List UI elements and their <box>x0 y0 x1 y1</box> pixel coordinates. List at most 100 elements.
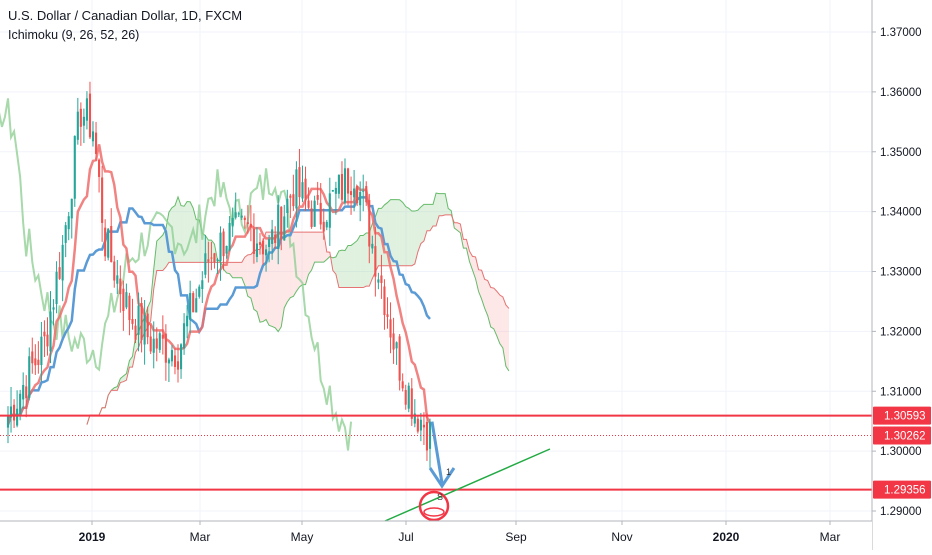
candle[interactable] <box>286 189 289 228</box>
candle-body[interactable] <box>289 195 292 198</box>
candle-body[interactable] <box>374 246 377 277</box>
candle-body[interactable] <box>316 194 319 200</box>
candle[interactable] <box>416 415 419 434</box>
candle[interactable] <box>246 205 249 234</box>
candle-body[interactable] <box>225 245 228 254</box>
candle-body[interactable] <box>231 217 234 226</box>
candle[interactable] <box>319 183 322 230</box>
candle[interactable] <box>91 121 95 147</box>
candle-body[interactable] <box>331 190 334 192</box>
forecast-arrow-head[interactable] <box>428 467 456 489</box>
candle-body[interactable] <box>170 350 174 362</box>
candle[interactable] <box>22 372 25 409</box>
candle-body[interactable] <box>82 116 85 126</box>
candle[interactable] <box>365 181 368 206</box>
candle[interactable] <box>261 238 265 265</box>
candle[interactable] <box>131 298 134 330</box>
candle-body[interactable] <box>52 307 55 310</box>
candle-body[interactable] <box>101 177 104 223</box>
candle-body[interactable] <box>198 286 201 297</box>
candle-body[interactable] <box>149 336 152 352</box>
candle-body[interactable] <box>410 388 413 419</box>
candle-body[interactable] <box>213 253 216 263</box>
candle-body[interactable] <box>368 200 371 247</box>
candle-body[interactable] <box>280 206 283 240</box>
candle[interactable] <box>140 297 143 353</box>
candle-body[interactable] <box>55 271 58 304</box>
candle-body[interactable] <box>210 257 213 259</box>
candle-body[interactable] <box>189 292 192 320</box>
candle-body[interactable] <box>219 232 222 261</box>
candle[interactable] <box>337 174 340 199</box>
candle[interactable] <box>67 211 70 241</box>
candle-body[interactable] <box>122 288 125 312</box>
candle[interactable] <box>258 233 262 255</box>
candle[interactable] <box>176 344 180 383</box>
candle-body[interactable] <box>419 419 422 431</box>
candle[interactable] <box>313 195 316 227</box>
candle-body[interactable] <box>334 187 337 194</box>
candle-body[interactable] <box>152 338 155 353</box>
candle[interactable] <box>137 292 140 352</box>
candle-body[interactable] <box>401 381 404 389</box>
candle[interactable] <box>61 235 64 302</box>
candle[interactable] <box>359 181 362 222</box>
candle[interactable] <box>304 166 307 212</box>
candle[interactable] <box>79 102 82 146</box>
candle[interactable] <box>428 418 432 468</box>
candle-body[interactable] <box>137 305 140 335</box>
candle[interactable] <box>325 219 328 231</box>
candle[interactable] <box>34 344 37 375</box>
candle-body[interactable] <box>271 229 274 244</box>
candle[interactable] <box>201 271 204 304</box>
candle-body[interactable] <box>46 334 49 347</box>
candle[interactable] <box>264 244 268 272</box>
candle[interactable] <box>222 228 225 271</box>
candle[interactable] <box>113 255 116 288</box>
candle[interactable] <box>377 272 380 290</box>
candle[interactable] <box>119 265 122 313</box>
candle-body[interactable] <box>116 275 119 284</box>
candle-body[interactable] <box>70 198 73 219</box>
candle-body[interactable] <box>283 216 286 241</box>
candle[interactable] <box>104 219 107 262</box>
candle-body[interactable] <box>28 356 31 398</box>
candle-body[interactable] <box>246 222 249 225</box>
candle[interactable] <box>128 292 131 336</box>
candle[interactable] <box>240 208 243 221</box>
candle-body[interactable] <box>377 279 380 283</box>
candle-body[interactable] <box>79 108 82 127</box>
candle-body[interactable] <box>386 314 389 317</box>
candle[interactable] <box>37 341 40 374</box>
candle-body[interactable] <box>128 295 131 321</box>
candle[interactable] <box>252 213 255 264</box>
candle-body[interactable] <box>286 198 289 213</box>
candle[interactable] <box>55 261 58 314</box>
candle-body[interactable] <box>252 228 255 254</box>
candle-body[interactable] <box>195 298 198 313</box>
candle[interactable] <box>316 181 319 206</box>
candle[interactable] <box>228 216 231 252</box>
candle-body[interactable] <box>310 208 313 227</box>
candle-body[interactable] <box>389 319 392 338</box>
candle[interactable] <box>192 291 195 313</box>
candle[interactable] <box>149 324 152 355</box>
candle[interactable] <box>94 121 98 161</box>
candle[interactable] <box>195 288 198 313</box>
candle-body[interactable] <box>58 267 61 279</box>
candle-body[interactable] <box>392 333 395 350</box>
candle[interactable] <box>116 260 119 295</box>
candle[interactable] <box>331 189 334 192</box>
candle-body[interactable] <box>85 98 88 121</box>
candle[interactable] <box>143 300 146 365</box>
candle-body[interactable] <box>322 221 325 232</box>
candle[interactable] <box>101 165 104 242</box>
candle-body[interactable] <box>328 193 331 228</box>
candle-body[interactable] <box>167 359 170 364</box>
candle-body[interactable] <box>192 293 195 313</box>
candle-body[interactable] <box>107 228 110 258</box>
candle[interactable] <box>283 204 286 241</box>
candle-body[interactable] <box>216 259 219 261</box>
